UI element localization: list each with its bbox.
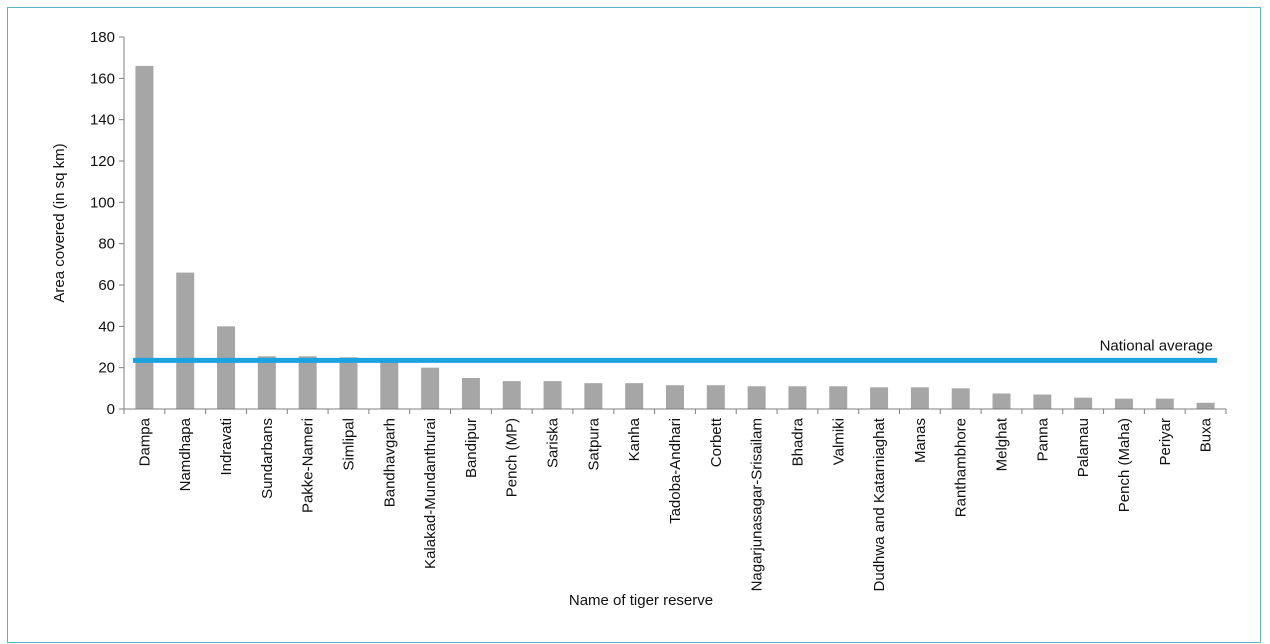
x-axis-title: Name of tiger reserve — [569, 592, 713, 609]
x-tick-label: Indravati — [218, 418, 235, 476]
bar — [217, 326, 236, 409]
bar — [257, 356, 276, 409]
x-tick-label: Periyar — [1157, 418, 1174, 466]
x-tick-label: Simlipal — [340, 418, 357, 471]
bar — [747, 386, 766, 409]
x-tick-label: Pakke-Nameri — [300, 418, 317, 513]
y-tick-label: 100 — [90, 194, 115, 211]
x-tick-label: Satpura — [585, 417, 602, 470]
x-tick-label: Palamau — [1075, 418, 1092, 477]
bar — [135, 65, 154, 409]
bar — [502, 381, 521, 409]
x-tick-label: Buxa — [1198, 417, 1215, 452]
x-tick-label: Kanha — [626, 417, 643, 461]
chart-frame: 0 20 40 60 80 100 120 140 160 180 Dampa Namdhapa In… — [7, 7, 1261, 643]
bar — [829, 386, 848, 409]
x-tick-label: Bandipur — [463, 418, 480, 478]
y-tick-label: 20 — [98, 360, 115, 377]
bar — [1196, 402, 1215, 409]
bar — [298, 356, 317, 409]
bar — [461, 378, 480, 409]
x-tick-label: Sundarbans — [259, 418, 276, 499]
y-tick-label: 40 — [98, 318, 115, 335]
reference-line-group: National average — [133, 337, 1217, 363]
x-tick-label: Namdhapa — [177, 417, 194, 491]
y-tick-label: 120 — [90, 153, 115, 170]
x-tick-label: Valmiki — [830, 418, 847, 465]
bar — [380, 361, 399, 409]
x-axis: Dampa Namdhapa Indravati Sundarbans Pakke-Na… — [123, 408, 1227, 591]
x-tick-label: Panna — [1034, 417, 1051, 461]
x-tick-label: Bandhavgarh — [381, 418, 398, 507]
bar-chart: 0 20 40 60 80 100 120 140 160 180 Dampa Namdhapa In… — [51, 29, 1227, 609]
bar — [1155, 398, 1174, 409]
x-tick-label: Manas — [912, 418, 929, 463]
x-tick-label: Sariska — [545, 417, 562, 468]
bar — [992, 393, 1011, 409]
bars — [135, 65, 1215, 409]
bar — [1074, 397, 1093, 409]
bar — [584, 383, 603, 409]
y-axis-title: Area covered (in sq km) — [51, 143, 68, 302]
y-axis: 0 20 40 60 80 100 120 140 160 180 — [90, 29, 125, 418]
bar — [176, 272, 195, 409]
y-tick-label: 60 — [98, 277, 115, 294]
x-tick-label: Dudhwa and Katarniaghat — [871, 417, 888, 591]
x-tick-label: Ranthambhore — [953, 418, 970, 517]
bar — [421, 367, 440, 409]
bar — [1114, 398, 1133, 409]
x-tick-label: Pench (MP) — [504, 418, 521, 497]
x-tick-label: Dampa — [136, 417, 153, 466]
bar — [666, 385, 684, 409]
x-tick-label: Pench (Maha) — [1116, 418, 1133, 512]
bar — [910, 387, 929, 409]
x-tick-label: Corbett — [708, 417, 725, 467]
bar — [543, 381, 562, 409]
national-average-label: National average — [1100, 337, 1213, 354]
x-tick-label: Nagarjunasagar-Srisailam — [749, 418, 766, 591]
y-tick-label: 180 — [90, 29, 115, 46]
x-tick-label: Kalakad-Mundanthurai — [422, 418, 439, 569]
y-tick-label: 160 — [90, 70, 115, 87]
bar — [339, 357, 358, 409]
x-tick-label: Tadoba-Andhari — [667, 418, 684, 524]
bar — [625, 383, 644, 409]
y-tick-label: 0 — [107, 401, 115, 418]
y-tick-label: 80 — [98, 236, 115, 253]
bar — [951, 388, 970, 409]
bar — [788, 386, 807, 409]
x-tick-label: Melghat — [994, 417, 1011, 471]
bar — [706, 385, 725, 409]
bar — [870, 387, 889, 409]
bar — [1033, 394, 1052, 409]
x-tick-label: Bhadra — [789, 417, 806, 466]
y-tick-label: 140 — [90, 112, 115, 129]
